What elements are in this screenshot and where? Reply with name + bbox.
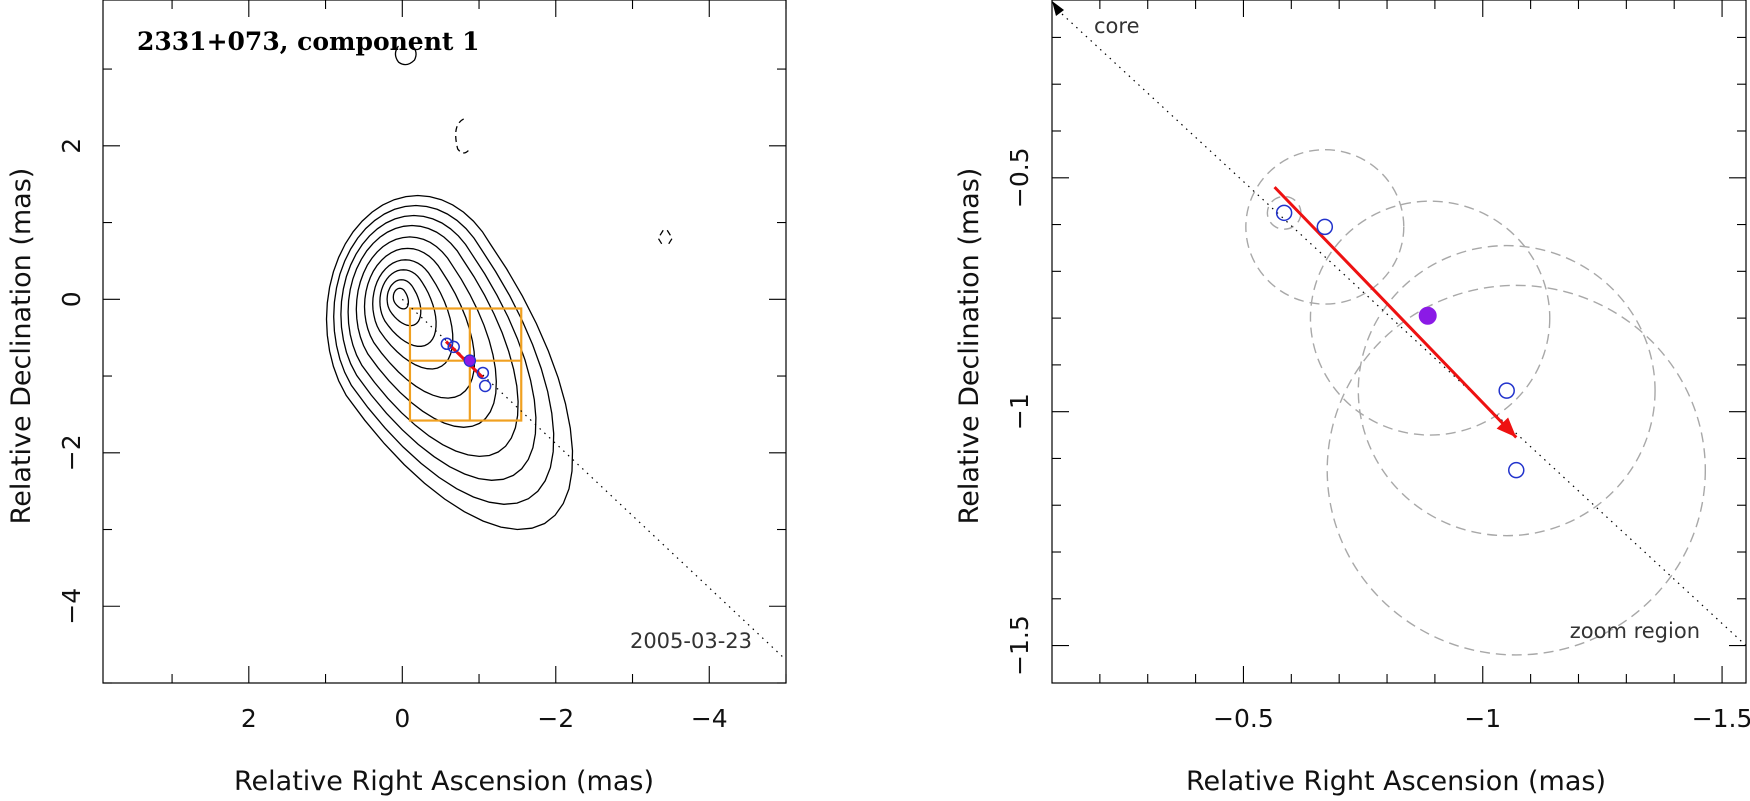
uncertainty-circle bbox=[1246, 150, 1404, 304]
mean-position bbox=[465, 356, 474, 365]
x-tick-label: −4 bbox=[691, 704, 728, 733]
core-arrowhead bbox=[1052, 1, 1064, 16]
y-tick-label: −1.5 bbox=[1005, 615, 1034, 676]
contour-level bbox=[341, 216, 536, 481]
component-position bbox=[1499, 383, 1514, 398]
contour-level bbox=[327, 196, 573, 530]
epoch-label: 2005-03-23 bbox=[630, 629, 752, 653]
component-position bbox=[1277, 205, 1292, 220]
x-tick-label: −0.5 bbox=[1213, 704, 1274, 733]
negative-contour bbox=[456, 119, 470, 153]
mean-position bbox=[1419, 307, 1436, 324]
left-plot-frame bbox=[103, 0, 786, 683]
zoom-region-label: zoom region bbox=[1570, 619, 1700, 643]
uncertainty-circle bbox=[1267, 196, 1301, 229]
ridge-line bbox=[1052, 1, 1746, 646]
x-tick-label: 0 bbox=[394, 704, 410, 733]
contour-map bbox=[327, 46, 673, 529]
component-position bbox=[480, 381, 491, 392]
uncertainty-circles bbox=[1246, 150, 1705, 655]
y-tick-label: −2 bbox=[57, 434, 86, 471]
x-tick-label: −2 bbox=[537, 704, 574, 733]
left-x-axis-label: Relative Right Ascension (mas) bbox=[234, 766, 654, 797]
component-positions bbox=[1277, 205, 1524, 477]
uncertainty-circle bbox=[1358, 246, 1655, 536]
right-plot-frame bbox=[1052, 0, 1746, 683]
x-tick-label: 2 bbox=[241, 704, 257, 733]
left-y-axis-label: Relative Declination (mas) bbox=[6, 168, 37, 525]
contour-level bbox=[387, 280, 421, 326]
uncertainty-circle bbox=[1327, 285, 1705, 655]
chart-figure: 2 0 −2 −4 2 0 −2 −4 2331+073, component 1 2005-… bbox=[0, 0, 1750, 801]
right-y-axis-label: Relative Declination (mas) bbox=[954, 168, 985, 525]
core-label: core bbox=[1094, 14, 1140, 38]
y-tick-label: −1 bbox=[1005, 393, 1034, 430]
negative-contour bbox=[658, 230, 672, 246]
contour-level bbox=[365, 248, 475, 398]
left-panel: 2 0 −2 −4 2 0 −2 −4 2331+073, component 1 2005-… bbox=[6, 0, 786, 797]
right-x-axis-label: Relative Right Ascension (mas) bbox=[1186, 766, 1606, 797]
y-tick-label: 2 bbox=[57, 138, 86, 154]
x-tick-label: −1 bbox=[1464, 704, 1501, 733]
y-tick-label: −0.5 bbox=[1005, 147, 1034, 208]
contour-level bbox=[373, 260, 453, 369]
y-tick-label: 0 bbox=[57, 291, 86, 307]
component-positions bbox=[441, 338, 490, 391]
x-tick-label: −1.5 bbox=[1692, 704, 1750, 733]
left-title: 2331+073, component 1 bbox=[137, 27, 480, 56]
ridge-line bbox=[1062, 14, 1746, 646]
component-position bbox=[1509, 463, 1524, 478]
left-axis-ticks: 2 0 −2 −4 2 0 −2 −4 bbox=[57, 0, 786, 733]
component-position bbox=[1317, 219, 1332, 234]
right-panel: −0.5 −1 −1.5 −0.5 −1 −1.5 core zoom region Re… bbox=[954, 0, 1750, 797]
contour-level bbox=[393, 288, 408, 309]
y-tick-label: −4 bbox=[57, 588, 86, 625]
